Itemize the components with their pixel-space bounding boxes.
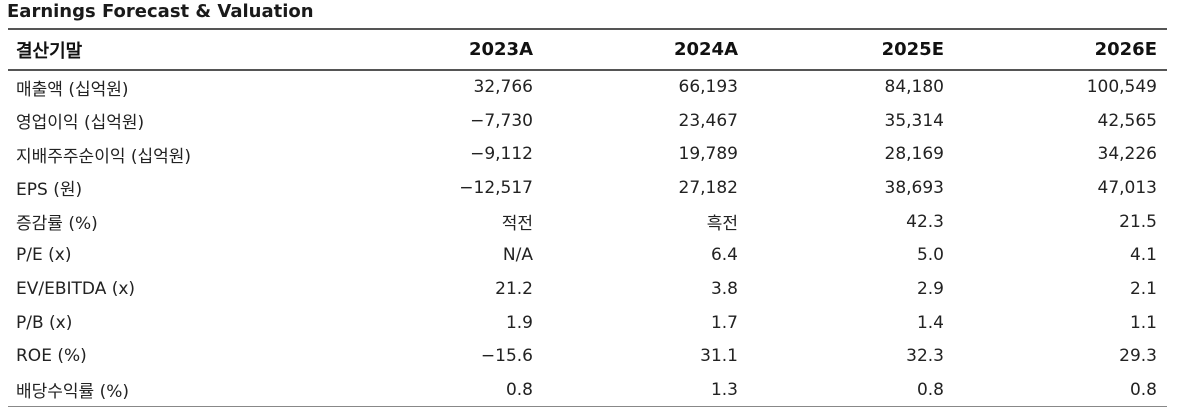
header-year: 2026E — [954, 28, 1167, 71]
row-value: 32.3 — [906, 346, 944, 367]
row-value: 38,693 — [884, 177, 944, 198]
row-value: 흑전 — [706, 214, 738, 235]
row-value: 1.4 — [916, 312, 944, 333]
row-value: 84,180 — [884, 77, 944, 98]
row-value: 27,182 — [678, 177, 738, 198]
row-label: 배당수익률 (%) — [8, 373, 407, 408]
row-value: N/A — [502, 245, 533, 266]
row-label: ROE (%) — [16, 346, 87, 367]
table-title: Earnings Forecast & Valuation — [7, 1, 314, 22]
row-value: 2.1 — [1129, 278, 1157, 299]
row-value: 35,314 — [884, 110, 944, 131]
row-value: 32,766 — [473, 77, 533, 98]
table-row: 영업이익 (십억원) −7,730 23,467 35,314 42,565 — [8, 104, 1167, 138]
row-value: 28,169 — [884, 144, 944, 165]
row-value: 21.5 — [1119, 211, 1157, 232]
row-value: 0.8 — [748, 373, 954, 408]
row-label: 지배주주순이익 (십억원) — [16, 146, 192, 167]
row-value: 2.9 — [916, 278, 944, 299]
row-label: EV/EBITDA (x) — [16, 278, 136, 299]
row-value: 34,226 — [1097, 144, 1157, 165]
table-row: EV/EBITDA (x) 21.2 3.8 2.9 2.1 — [8, 272, 1167, 306]
row-label: P/E (x) — [16, 245, 72, 266]
header-year: 2024A — [543, 28, 748, 71]
table-row: EPS (원) −12,517 27,182 38,693 47,013 — [8, 171, 1167, 205]
row-value: 66,193 — [678, 77, 738, 98]
table-row: 매출액 (십억원) 32,766 66,193 84,180 100,549 — [8, 70, 1167, 104]
row-value: −15.6 — [480, 346, 533, 367]
row-value: 21.2 — [495, 278, 533, 299]
table-row: 증감률 (%) 적전 흑전 42.3 21.5 — [8, 205, 1167, 239]
row-label: EPS (원) — [16, 180, 83, 201]
row-value: 100,549 — [1086, 77, 1157, 98]
row-value: 3.8 — [710, 278, 738, 299]
row-value: 1.1 — [1129, 312, 1157, 333]
row-value: 29.3 — [1119, 346, 1157, 367]
table-row: 지배주주순이익 (십억원) −9,112 19,789 28,169 34,226 — [8, 137, 1167, 171]
header-year: 2025E — [748, 28, 954, 71]
row-value: 42,565 — [1097, 110, 1157, 131]
row-label: P/B (x) — [16, 312, 73, 333]
row-value: 4.1 — [1129, 245, 1157, 266]
row-value: 31.1 — [700, 346, 738, 367]
row-value: 42.3 — [906, 211, 944, 232]
row-label: 매출액 (십억원) — [16, 79, 129, 100]
row-value: −12,517 — [459, 177, 533, 198]
row-value: 0.8 — [407, 373, 543, 408]
row-value: 1.3 — [543, 373, 748, 408]
row-value: 5.0 — [916, 245, 944, 266]
row-value: 0.8 — [954, 373, 1167, 408]
header-row: 결산기말 2023A 2024A 2025E 2026E — [8, 28, 1167, 71]
row-value: 23,467 — [678, 110, 738, 131]
header-label: 결산기말 — [8, 28, 407, 71]
row-value: 1.9 — [505, 312, 533, 333]
row-value: 적전 — [501, 214, 533, 235]
row-value: 1.7 — [710, 312, 738, 333]
table-row: ROE (%) −15.6 31.1 32.3 29.3 — [8, 340, 1167, 374]
row-value: 47,013 — [1097, 177, 1157, 198]
row-value: −9,112 — [470, 144, 533, 165]
row-value: 19,789 — [678, 144, 738, 165]
table-body: 매출액 (십억원) 32,766 66,193 84,180 100,549 영업이익 (… — [8, 70, 1167, 408]
header-year: 2023A — [407, 28, 543, 71]
row-value: 6.4 — [710, 245, 738, 266]
table-row: P/B (x) 1.9 1.7 1.4 1.1 — [8, 306, 1167, 340]
row-label: 증감률 (%) — [16, 214, 98, 235]
table-row: P/E (x) N/A 6.4 5.0 4.1 — [8, 238, 1167, 272]
row-label: 영업이익 (십억원) — [16, 113, 145, 134]
table-row: 배당수익률 (%) 0.8 1.3 0.8 0.8 — [8, 373, 1167, 408]
earnings-table: 결산기말 2023A 2024A 2025E 2026E 매출액 (십억원) 32… — [8, 28, 1167, 408]
row-value: −7,730 — [470, 110, 533, 131]
